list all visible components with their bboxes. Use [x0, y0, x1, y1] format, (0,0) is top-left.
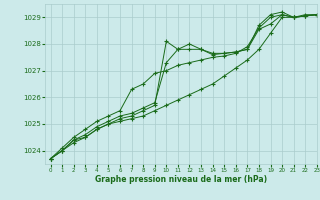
X-axis label: Graphe pression niveau de la mer (hPa): Graphe pression niveau de la mer (hPa)	[95, 175, 267, 184]
